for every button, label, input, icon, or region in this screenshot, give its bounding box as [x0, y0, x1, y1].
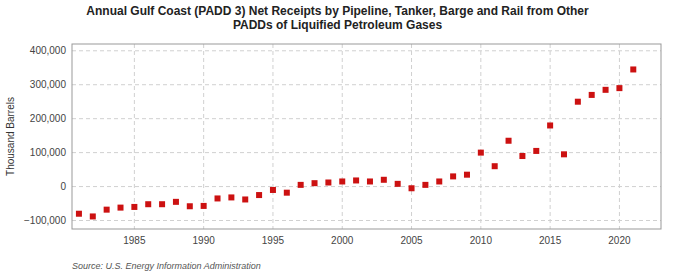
- y-grid-line: [72, 220, 661, 221]
- point: [256, 192, 262, 198]
- point: [547, 122, 553, 128]
- point: [187, 203, 193, 209]
- point: [284, 190, 290, 196]
- y-grid-line: [72, 84, 661, 85]
- point: [104, 207, 110, 213]
- y-tick-label: 0: [60, 181, 66, 192]
- points: [76, 66, 636, 219]
- x-tick-label: 1990: [193, 235, 216, 246]
- x-tick-label: 2015: [539, 235, 562, 246]
- title-line: PADDs of Liquified Petroleum Gases: [233, 18, 442, 32]
- x-tick-label: 1985: [123, 235, 146, 246]
- axes: −100,000 0 100,000 200,000 300,000 400,000 198…: [24, 44, 661, 246]
- y-grid-line: [72, 118, 661, 119]
- y-grid-line: [72, 186, 661, 187]
- title: Annual Gulf Coast (PADD 3) Net Receipts …: [86, 4, 589, 32]
- y-tick-label: −100,000: [24, 215, 66, 226]
- chart: Annual Gulf Coast (PADD 3) Net Receipts …: [0, 0, 675, 275]
- point: [353, 177, 359, 183]
- point: [616, 85, 622, 91]
- point: [533, 148, 539, 154]
- grid: [72, 44, 661, 229]
- point: [450, 173, 456, 179]
- point: [298, 182, 304, 188]
- point: [506, 138, 512, 144]
- x-tick-label: 2000: [331, 235, 354, 246]
- point: [630, 66, 636, 72]
- point: [118, 205, 124, 211]
- x-tick-label: 2020: [608, 235, 631, 246]
- x-tick-label: 1995: [262, 235, 285, 246]
- point: [201, 203, 207, 209]
- point: [312, 180, 318, 186]
- point: [519, 153, 525, 159]
- title-line: Annual Gulf Coast (PADD 3) Net Receipts …: [86, 4, 589, 18]
- point: [145, 201, 151, 207]
- point: [242, 196, 248, 202]
- point: [90, 213, 96, 219]
- y-tick-label: 200,000: [30, 113, 67, 124]
- point: [159, 201, 165, 207]
- y-axis-label: Thousand Barrels: [5, 97, 16, 176]
- point: [575, 99, 581, 105]
- point: [422, 182, 428, 188]
- point: [228, 194, 234, 200]
- point: [270, 187, 276, 193]
- y-grid-line: [72, 152, 661, 153]
- point: [603, 87, 609, 93]
- point: [395, 181, 401, 187]
- plot-area: [72, 44, 661, 229]
- x-tick-label: 2005: [400, 235, 423, 246]
- y-tick-label: 100,000: [30, 147, 67, 158]
- point: [131, 204, 137, 210]
- point: [464, 172, 470, 178]
- x-grid-line: [134, 44, 135, 229]
- x-grid-line: [480, 44, 481, 229]
- point: [215, 195, 221, 201]
- x-grid-line: [550, 44, 551, 229]
- point: [367, 178, 373, 184]
- point: [325, 179, 331, 185]
- x-tick-label: 2010: [470, 235, 493, 246]
- x-grid-line: [203, 44, 204, 229]
- x-grid-line: [342, 44, 343, 229]
- y-tick-label: 400,000: [30, 45, 67, 56]
- point: [589, 92, 595, 98]
- point: [478, 150, 484, 156]
- point: [76, 211, 82, 217]
- point: [173, 199, 179, 205]
- y-grid-line: [72, 50, 661, 51]
- point: [436, 178, 442, 184]
- x-grid-line: [619, 44, 620, 229]
- point: [381, 177, 387, 183]
- point: [561, 151, 567, 157]
- x-grid-line: [411, 44, 412, 229]
- y-tick-label: 300,000: [30, 79, 67, 90]
- x-grid-line: [272, 44, 273, 229]
- point: [492, 163, 498, 169]
- source: Source: U.S. Energy Information Administ…: [72, 261, 261, 271]
- plot-frame: [72, 44, 661, 229]
- point: [339, 178, 345, 184]
- point: [409, 185, 415, 191]
